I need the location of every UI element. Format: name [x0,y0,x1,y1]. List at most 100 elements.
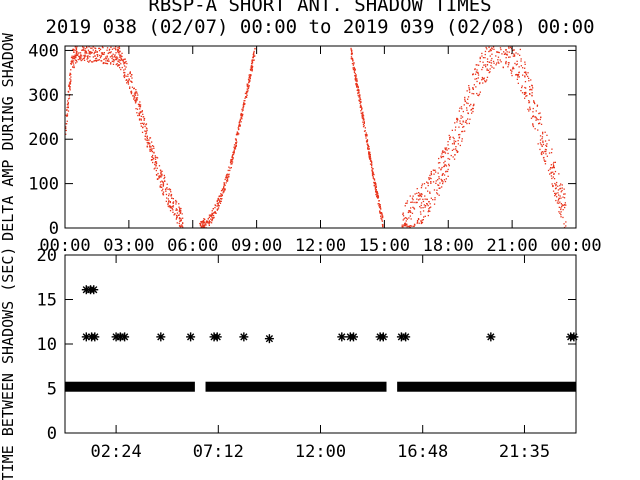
delta-amp-point [174,213,176,215]
delta-amp-point [564,193,566,195]
delta-amp-point [79,57,81,60]
delta-amp-point [65,129,67,132]
delta-amp-point [495,55,497,57]
delta-amp-point [498,51,500,54]
delta-amp-point [505,49,507,51]
delta-amp-point [552,165,555,168]
delta-amp-point [153,152,155,154]
delta-amp-point [424,195,426,197]
delta-amp-point [203,225,205,227]
delta-amp-point [175,209,177,211]
delta-amp-point [560,203,562,205]
delta-amp-point [554,161,556,163]
delta-amp-point [113,59,115,61]
delta-amp-point [519,48,521,51]
delta-amp-point [251,61,254,63]
delta-amp-point [250,69,252,71]
delta-amp-point [552,185,554,187]
delta-amp-point [510,72,513,74]
delta-amp-point [147,139,149,141]
delta-amp-point [433,173,435,175]
delta-amp-point [552,176,554,178]
delta-amp-point [429,192,431,194]
delta-amp-point [124,74,126,76]
delta-amp-point [354,69,356,71]
top-x-tick-label: 00:00 [39,236,90,256]
delta-amp-point [137,103,140,105]
delta-amp-point [489,50,491,52]
delta-amp-point [363,118,365,120]
delta-amp-point [82,49,84,51]
delta-amp-point [412,199,414,201]
delta-amp-point [472,107,474,110]
delta-amp-point [498,62,500,64]
delta-amp-point [88,53,90,55]
delta-amp-point [124,61,126,63]
delta-amp-point [540,116,542,118]
delta-amp-point [143,119,145,121]
delta-amp-point [564,202,566,204]
top-y-tick-label: 300 [28,86,59,106]
delta-amp-point [129,87,131,89]
delta-amp-point [424,215,426,217]
delta-amp-point [117,65,119,67]
delta-amp-point [532,107,534,110]
delta-amp-point [154,163,156,166]
delta-amp-point [66,123,68,125]
delta-amp-point [542,151,544,153]
delta-amp-point [83,54,85,57]
delta-amp-point [481,76,483,79]
delta-amp-point [143,122,145,124]
delta-amp-point [558,206,560,208]
delta-amp-point [115,57,117,59]
delta-amp-point [72,66,74,68]
delta-amp-point [561,204,563,206]
delta-amp-point [512,68,514,70]
delta-amp-point [77,58,79,61]
delta-amp-point [406,223,408,225]
delta-amp-point [111,57,113,60]
delta-amp-point [539,112,541,114]
delta-amp-point [353,62,355,64]
delta-amp-point [441,173,444,175]
delta-amp-point [117,51,119,53]
delta-amp-point [241,114,243,116]
delta-amp-point [534,102,536,105]
delta-amp-point [457,143,459,145]
delta-amp-point [137,114,139,117]
delta-amp-point [162,184,164,186]
delta-amp-point [374,187,377,189]
delta-amp-point [126,79,128,81]
delta-amp-point [360,99,362,101]
delta-amp-point [402,212,404,214]
delta-amp-point [248,81,250,84]
delta-amp-point [128,80,130,82]
delta-amp-point [469,91,471,93]
delta-amp-point [499,47,502,49]
delta-amp-point [139,112,141,114]
delta-amp-point [486,69,488,71]
delta-amp-point [223,185,225,188]
delta-amp-point [73,55,75,57]
delta-amp-point [492,46,495,48]
delta-amp-point [456,118,459,120]
delta-amp-point [208,216,210,218]
delta-amp-point [202,223,204,225]
delta-amp-point [218,195,220,198]
delta-amp-point [241,115,244,117]
delta-amp-point [181,213,183,215]
delta-amp-point [363,119,365,121]
delta-amp-point [170,191,172,193]
delta-amp-point [508,47,510,49]
delta-amp-point [163,177,165,180]
delta-amp-point [413,225,415,227]
delta-amp-point [356,86,358,88]
delta-amp-point [96,51,98,53]
delta-amp-point [213,216,215,219]
delta-amp-point [226,174,228,176]
delta-amp-point [371,174,374,177]
delta-amp-point [529,89,531,91]
delta-amp-point [377,203,379,205]
delta-amp-point [442,150,444,152]
delta-amp-point [69,87,71,90]
